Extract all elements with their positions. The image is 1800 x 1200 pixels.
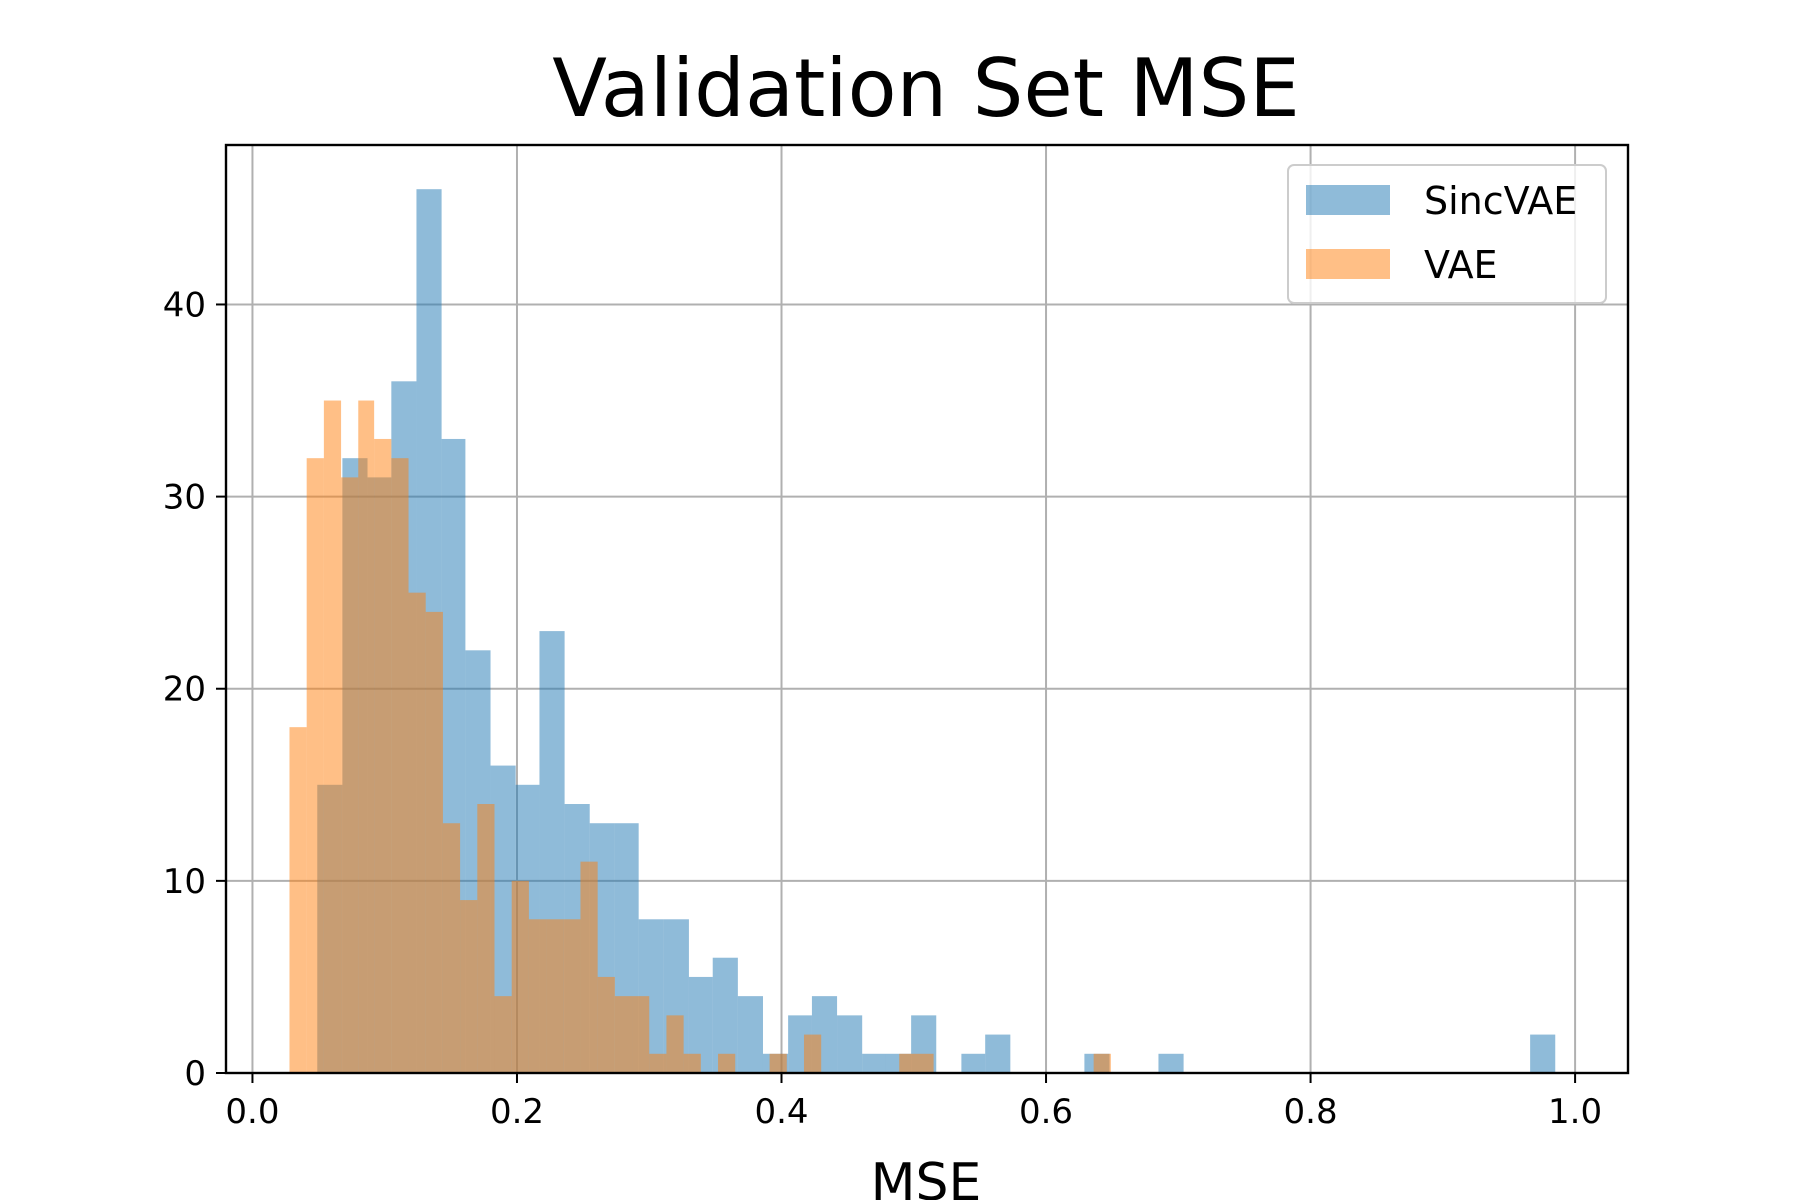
histogram-bar-vae — [341, 477, 359, 1073]
chart-title: Validation Set MSE — [552, 42, 1300, 135]
histogram-bar-vae — [511, 880, 529, 1073]
histogram-bar-sincvae — [737, 996, 763, 1073]
histogram-bar-sincvae — [688, 976, 713, 1073]
histogram-bar-vae — [494, 996, 512, 1073]
histogram-bar-vae — [563, 919, 581, 1073]
histogram-bar-vae — [899, 1053, 934, 1073]
series-vae — [289, 400, 1111, 1073]
x-tick-label: 0.2 — [490, 1092, 544, 1132]
histogram-bar-vae — [477, 804, 495, 1073]
histogram-bar-vae — [803, 1034, 822, 1073]
y-tick-label: 30 — [163, 478, 206, 518]
axis-ticks: 0.0 0.2 0.4 0.6 0.8 1.0 0 10 20 30 40 — [163, 285, 1602, 1132]
histogram-bar-vae — [408, 592, 426, 1073]
histogram-bar-vae — [289, 727, 307, 1073]
legend-swatch-vae — [1306, 249, 1390, 279]
histogram-bar-vae — [546, 919, 564, 1073]
x-tick-label: 0.6 — [1019, 1092, 1073, 1132]
y-tick-label: 40 — [163, 285, 206, 325]
legend-label-sincvae: SincVAE — [1424, 179, 1577, 223]
histogram-bar-vae — [718, 1053, 736, 1073]
y-tick-label: 0 — [184, 1054, 206, 1094]
histogram-bar-vae — [666, 1015, 684, 1073]
histogram-bar-vae — [528, 919, 547, 1073]
histogram-bar-vae — [460, 900, 478, 1073]
histogram-bar-sincvae — [1530, 1034, 1556, 1073]
x-tick-label: 0.4 — [754, 1092, 808, 1132]
series-sincvae — [317, 189, 1556, 1073]
y-tick-label: 10 — [163, 862, 206, 902]
histogram-bar-vae — [683, 1053, 701, 1073]
histogram-bar-vae — [323, 400, 342, 1073]
histogram-bar-vae — [425, 611, 443, 1073]
histogram-bar-vae — [374, 438, 392, 1073]
histogram-bar-vae — [649, 1053, 667, 1073]
histogram-bar-sincvae — [862, 1053, 886, 1073]
histogram-bar-vae — [769, 1053, 787, 1073]
histogram-bar-vae — [1093, 1053, 1111, 1073]
y-tick-label: 20 — [163, 670, 206, 710]
x-tick-label: 0.0 — [225, 1092, 279, 1132]
histogram-bar-vae — [306, 458, 324, 1073]
histogram-bar-vae — [632, 996, 650, 1073]
histogram-bar-vae — [597, 976, 615, 1073]
legend-swatch-sincvae — [1306, 185, 1390, 215]
histogram-bar-sincvae — [837, 1015, 863, 1073]
histogram-bar-sincvae — [961, 1053, 986, 1073]
histogram-bar-vae — [391, 458, 409, 1073]
legend-label-vae: VAE — [1424, 243, 1498, 287]
histogram-bar-sincvae — [985, 1034, 1011, 1073]
x-tick-label: 0.8 — [1284, 1092, 1338, 1132]
legend: SincVAE VAE — [1287, 164, 1607, 304]
plot-frame — [224, 143, 1630, 1075]
histogram-bar-vae — [580, 861, 598, 1073]
histogram-bars — [289, 189, 1556, 1073]
x-axis-label: MSE — [871, 1153, 982, 1200]
histogram-bar-vae — [442, 823, 461, 1073]
histogram-bar-vae — [614, 996, 633, 1073]
histogram-bar-sincvae — [1158, 1053, 1184, 1073]
histogram-bar-vae — [358, 400, 375, 1073]
x-tick-label: 1.0 — [1548, 1092, 1602, 1132]
